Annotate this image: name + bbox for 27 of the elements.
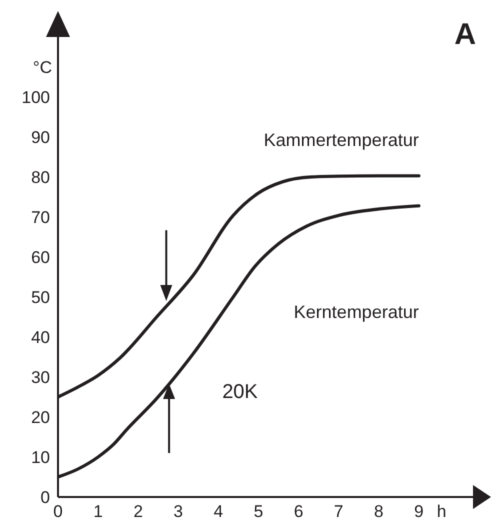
x-tick-label: 4: [214, 502, 224, 522]
chart-title: A: [454, 18, 476, 51]
y-tick-label: 30: [31, 368, 50, 388]
y-tick-label: 60: [31, 248, 50, 268]
annotation: 20K: [222, 380, 258, 403]
y-axis-title: °C: [32, 58, 52, 77]
x-tick-label: 3: [174, 502, 184, 522]
x-tick-label: 7: [334, 502, 344, 522]
x-tick-label: 9: [414, 502, 424, 522]
x-tick-label: 5: [254, 502, 264, 522]
y-tick-label: 20: [31, 408, 50, 428]
y-tick-label: 0: [40, 488, 50, 508]
x-tick-label: 1: [93, 502, 103, 522]
y-tick-label: 10: [31, 448, 50, 468]
y-tick-label: 90: [31, 128, 50, 148]
series-label: Kammertemperatur: [264, 130, 419, 150]
x-tick-label: 8: [374, 502, 384, 522]
x-axis-title: h: [436, 502, 446, 521]
x-tick-label: 0: [53, 502, 63, 522]
y-tick-label: 70: [31, 208, 50, 228]
x-tick-label: 6: [294, 502, 304, 522]
y-tick-label: 40: [31, 328, 50, 348]
text: Kerntemperatur: [294, 302, 419, 322]
y-tick-label: 50: [31, 288, 50, 308]
y-tick-label: 80: [31, 168, 50, 188]
x-tick-label: 2: [133, 502, 143, 522]
y-tick-label: 100: [22, 88, 50, 108]
